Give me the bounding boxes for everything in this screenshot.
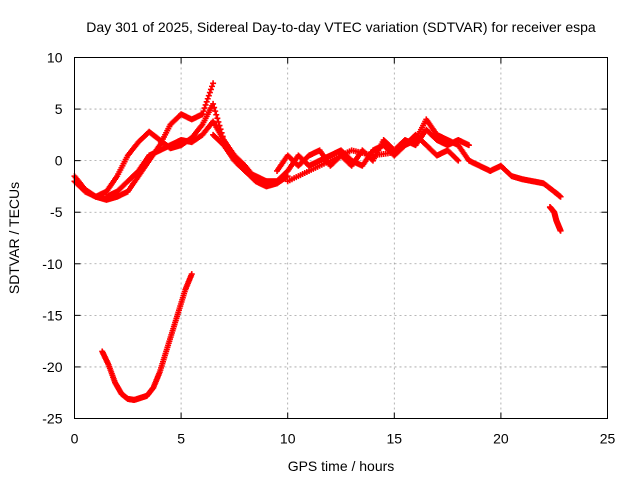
data-point <box>202 101 209 108</box>
y-tick-label: -25 <box>42 411 62 427</box>
series-track-7 <box>546 204 564 234</box>
data-point <box>214 115 221 122</box>
data-point <box>454 156 461 163</box>
data-point <box>210 80 217 87</box>
x-tick-label: 20 <box>493 431 509 447</box>
y-tick-label: 5 <box>55 101 63 117</box>
data-point <box>203 98 210 105</box>
x-tick-label: 5 <box>177 431 185 447</box>
series-track-8 <box>99 271 195 403</box>
data-point <box>213 111 220 118</box>
series-track-2 <box>71 80 217 203</box>
y-tick-label: -5 <box>50 204 63 220</box>
data-point <box>201 105 208 112</box>
data-point <box>205 92 212 99</box>
grid-layer <box>74 57 608 419</box>
x-tick-label: 0 <box>71 431 79 447</box>
tick-layer: 0 5 10 15 20 25 -25 -20 -15 -10 -5 0 5 10 <box>42 50 615 447</box>
x-tick-label: 15 <box>387 431 403 447</box>
plot-frame <box>74 57 608 419</box>
y-tick-label: -20 <box>42 359 62 375</box>
data-point <box>200 108 207 115</box>
data-point <box>455 157 462 164</box>
data-point <box>211 104 218 111</box>
data-point <box>209 83 216 90</box>
data-point <box>215 118 222 125</box>
x-tick-label: 25 <box>600 431 616 447</box>
series-track-6 <box>284 131 462 185</box>
data-point <box>204 95 211 102</box>
x-tick-label: 10 <box>280 431 296 447</box>
data-point <box>284 173 291 180</box>
data-point <box>557 193 564 200</box>
y-tick-label: 0 <box>55 153 63 169</box>
y-tick-label: -15 <box>42 307 62 323</box>
data-point <box>207 86 214 93</box>
data-point <box>210 100 217 107</box>
y-tick-label: -10 <box>42 256 62 272</box>
chart-title: Day 301 of 2025, Sidereal Day-to-day VTE… <box>86 19 596 35</box>
data-point <box>206 89 213 96</box>
data-layer <box>71 80 564 403</box>
data-point <box>199 111 206 118</box>
data-point <box>212 108 219 115</box>
data-point <box>557 227 564 234</box>
data-point <box>188 271 195 278</box>
y-tick-label: 10 <box>47 50 63 66</box>
series-track-1 <box>71 100 270 200</box>
x-axis-label: GPS time / hours <box>288 458 395 474</box>
data-point <box>465 142 472 149</box>
y-axis-label: SDTVAR / TECUs <box>6 182 22 294</box>
